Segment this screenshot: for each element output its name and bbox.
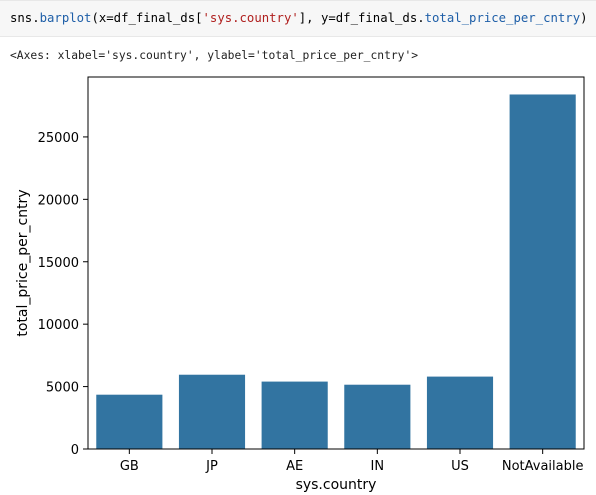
- bar-jp: [178, 374, 246, 449]
- code-token: ], y=df_final_ds.: [298, 11, 425, 25]
- x-ticks-group: GB JP AE IN US NotAvailable: [120, 449, 584, 474]
- y-tick-label: 15000: [38, 256, 79, 271]
- y-tick-label: 0: [71, 443, 79, 458]
- x-tick-label: NotAvailable: [502, 459, 584, 474]
- y-tick-label: 10000: [38, 318, 79, 333]
- bar-us: [426, 376, 494, 449]
- y-ticks-group: 0 5000 10000 15000 20000 25000: [38, 131, 88, 458]
- x-tick-label: IN: [371, 459, 385, 474]
- x-tick-label: GB: [120, 459, 139, 474]
- code-token: 'sys.country': [202, 11, 299, 25]
- x-tick-label: US: [451, 459, 469, 474]
- output-repr: <Axes: xlabel='sys.country', ylabel='tot…: [10, 49, 419, 62]
- code-token: (x=df_final_ds[: [91, 11, 203, 25]
- y-tick-label: 20000: [38, 193, 79, 208]
- axes-frame: [87, 76, 585, 450]
- code-token: total_price_per_cntry: [424, 11, 581, 25]
- bar-in: [344, 384, 411, 449]
- y-axis-label: total_price_per_cntry: [15, 189, 31, 336]
- y-tick-label: 25000: [38, 131, 79, 146]
- code-token: sns.: [10, 11, 40, 25]
- x-axis-label: sys.country: [296, 477, 377, 493]
- bars-group: [96, 94, 576, 450]
- bar-notavailable: [509, 94, 576, 450]
- code-cell[interactable]: sns.barplot(x=df_final_ds['sys.country']…: [0, 0, 596, 37]
- x-tick-label: AE: [286, 459, 303, 474]
- bar-gb: [96, 394, 163, 449]
- code-token: barplot: [39, 11, 92, 25]
- code-token: ): [580, 11, 588, 25]
- bar-ae: [261, 381, 328, 449]
- x-tick-label: JP: [205, 459, 218, 474]
- y-tick-label: 5000: [46, 381, 79, 396]
- code-line[interactable]: sns.barplot(x=df_final_ds['sys.country']…: [10, 11, 588, 25]
